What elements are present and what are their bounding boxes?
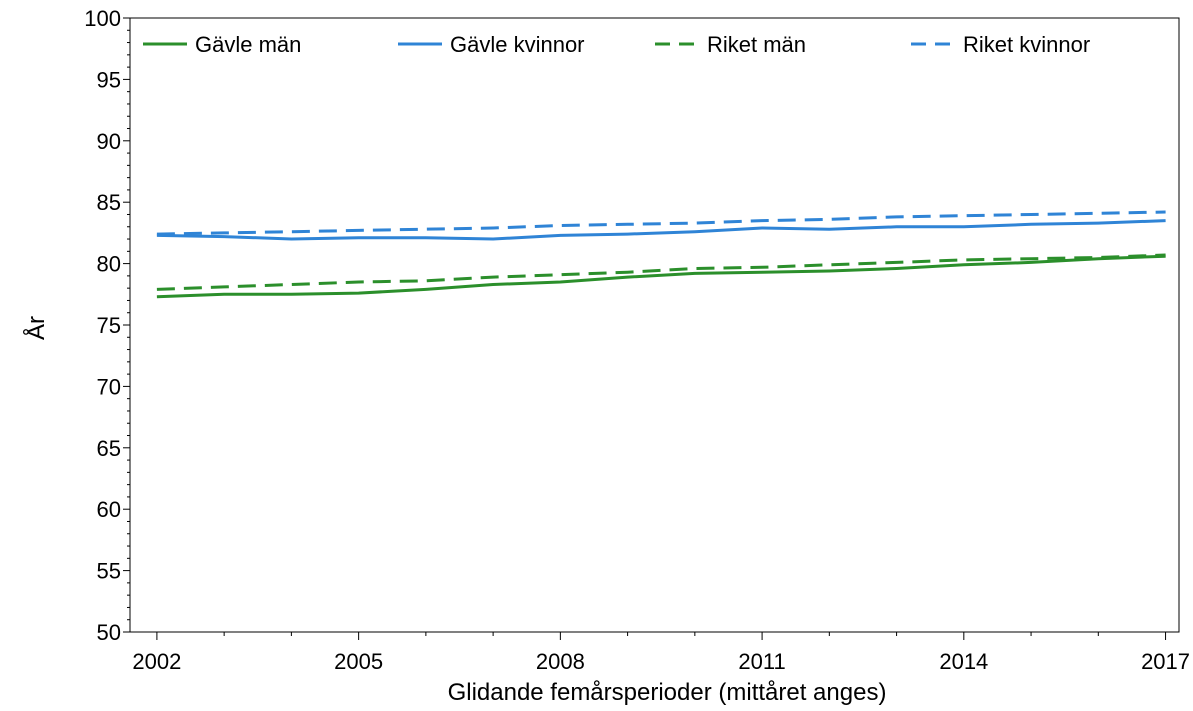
x-axis: 2002 2005 2008 2011 2014 2017 [132,632,1190,674]
x-tick-label: 2017 [1141,649,1190,674]
legend: Gävle män Gävle kvinnor Riket män Riket kvi… [143,32,1090,57]
y-tick-label: 70 [97,374,121,399]
y-tick-label: 100 [84,6,121,31]
y-tick-label: 60 [97,497,121,522]
series-line-3 [156,253,1166,291]
legend-label-4: Riket kvinnor [963,32,1090,57]
y-tick-label: 85 [97,190,121,215]
y-tick-label: 55 [97,559,121,584]
y-tick-label: 50 [97,620,121,645]
x-tick-label: 2005 [334,649,383,674]
x-tick-label: 2008 [536,649,585,674]
y-tick-label: 95 [97,67,121,92]
x-tick-label: 2014 [939,649,988,674]
series-group [156,210,1166,299]
plot-frame-group [129,17,1180,633]
y-axis: 50 55 60 65 70 75 80 85 90 95 100 [84,6,130,645]
x-axis-title: Glidande femårsperioder (mittåret anges) [448,679,887,706]
y-tick-label: 90 [97,129,121,154]
y-tick-label: 80 [97,252,121,277]
y-axis-title: År [22,316,50,340]
legend-label-2: Gävle kvinnor [450,32,585,57]
y-tick-label: 65 [97,436,121,461]
x-tick-label: 2011 [738,649,785,674]
series-line-1 [156,254,1166,299]
plot-frame [129,17,1180,633]
series-line-4 [156,210,1166,236]
legend-label-3: Riket män [707,32,806,57]
x-tick-label: 2002 [132,649,181,674]
y-tick-label: 75 [97,313,121,338]
series-line-2 [156,219,1166,241]
legend-label-1: Gävle män [195,32,301,57]
